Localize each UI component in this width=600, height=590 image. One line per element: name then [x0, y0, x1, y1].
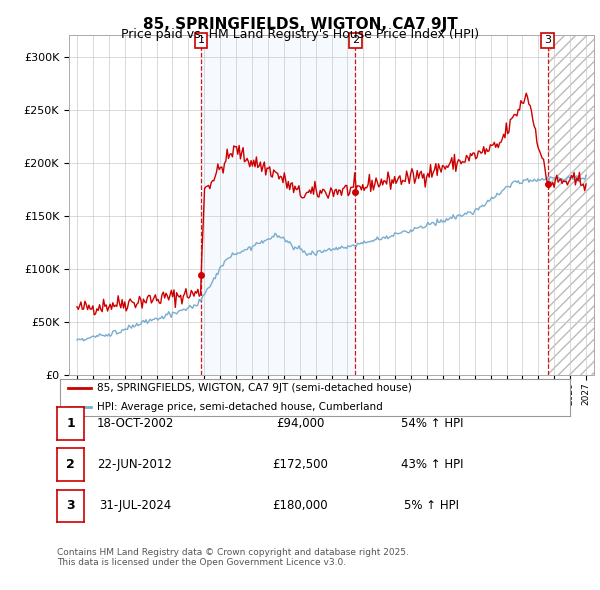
Text: HPI: Average price, semi-detached house, Cumberland: HPI: Average price, semi-detached house,… [97, 402, 382, 412]
Text: 2: 2 [66, 458, 75, 471]
Text: 43% ↑ HPI: 43% ↑ HPI [401, 458, 463, 471]
Bar [548, 35, 594, 375]
Text: Contains HM Land Registry data © Crown copyright and database right 2025.
This d: Contains HM Land Registry data © Crown c… [57, 548, 409, 567]
Text: 1: 1 [197, 35, 205, 45]
Text: 18-OCT-2002: 18-OCT-2002 [97, 417, 173, 430]
Text: 54% ↑ HPI: 54% ↑ HPI [401, 417, 463, 430]
Text: £172,500: £172,500 [272, 458, 328, 471]
Text: 85, SPRINGFIELDS, WIGTON, CA7 9JT (semi-detached house): 85, SPRINGFIELDS, WIGTON, CA7 9JT (semi-… [97, 383, 412, 393]
Text: 5% ↑ HPI: 5% ↑ HPI [404, 499, 460, 513]
Text: 1: 1 [66, 417, 75, 430]
Text: 85, SPRINGFIELDS, WIGTON, CA7 9JT: 85, SPRINGFIELDS, WIGTON, CA7 9JT [143, 17, 457, 31]
Text: 3: 3 [544, 35, 551, 45]
Bar [201, 35, 355, 375]
Text: Price paid vs. HM Land Registry's House Price Index (HPI): Price paid vs. HM Land Registry's House … [121, 28, 479, 41]
Text: 22-JUN-2012: 22-JUN-2012 [98, 458, 172, 471]
Text: £94,000: £94,000 [276, 417, 324, 430]
Text: 2: 2 [352, 35, 359, 45]
Text: 3: 3 [66, 499, 75, 513]
Text: 31-JUL-2024: 31-JUL-2024 [99, 499, 171, 513]
Text: £180,000: £180,000 [272, 499, 328, 513]
